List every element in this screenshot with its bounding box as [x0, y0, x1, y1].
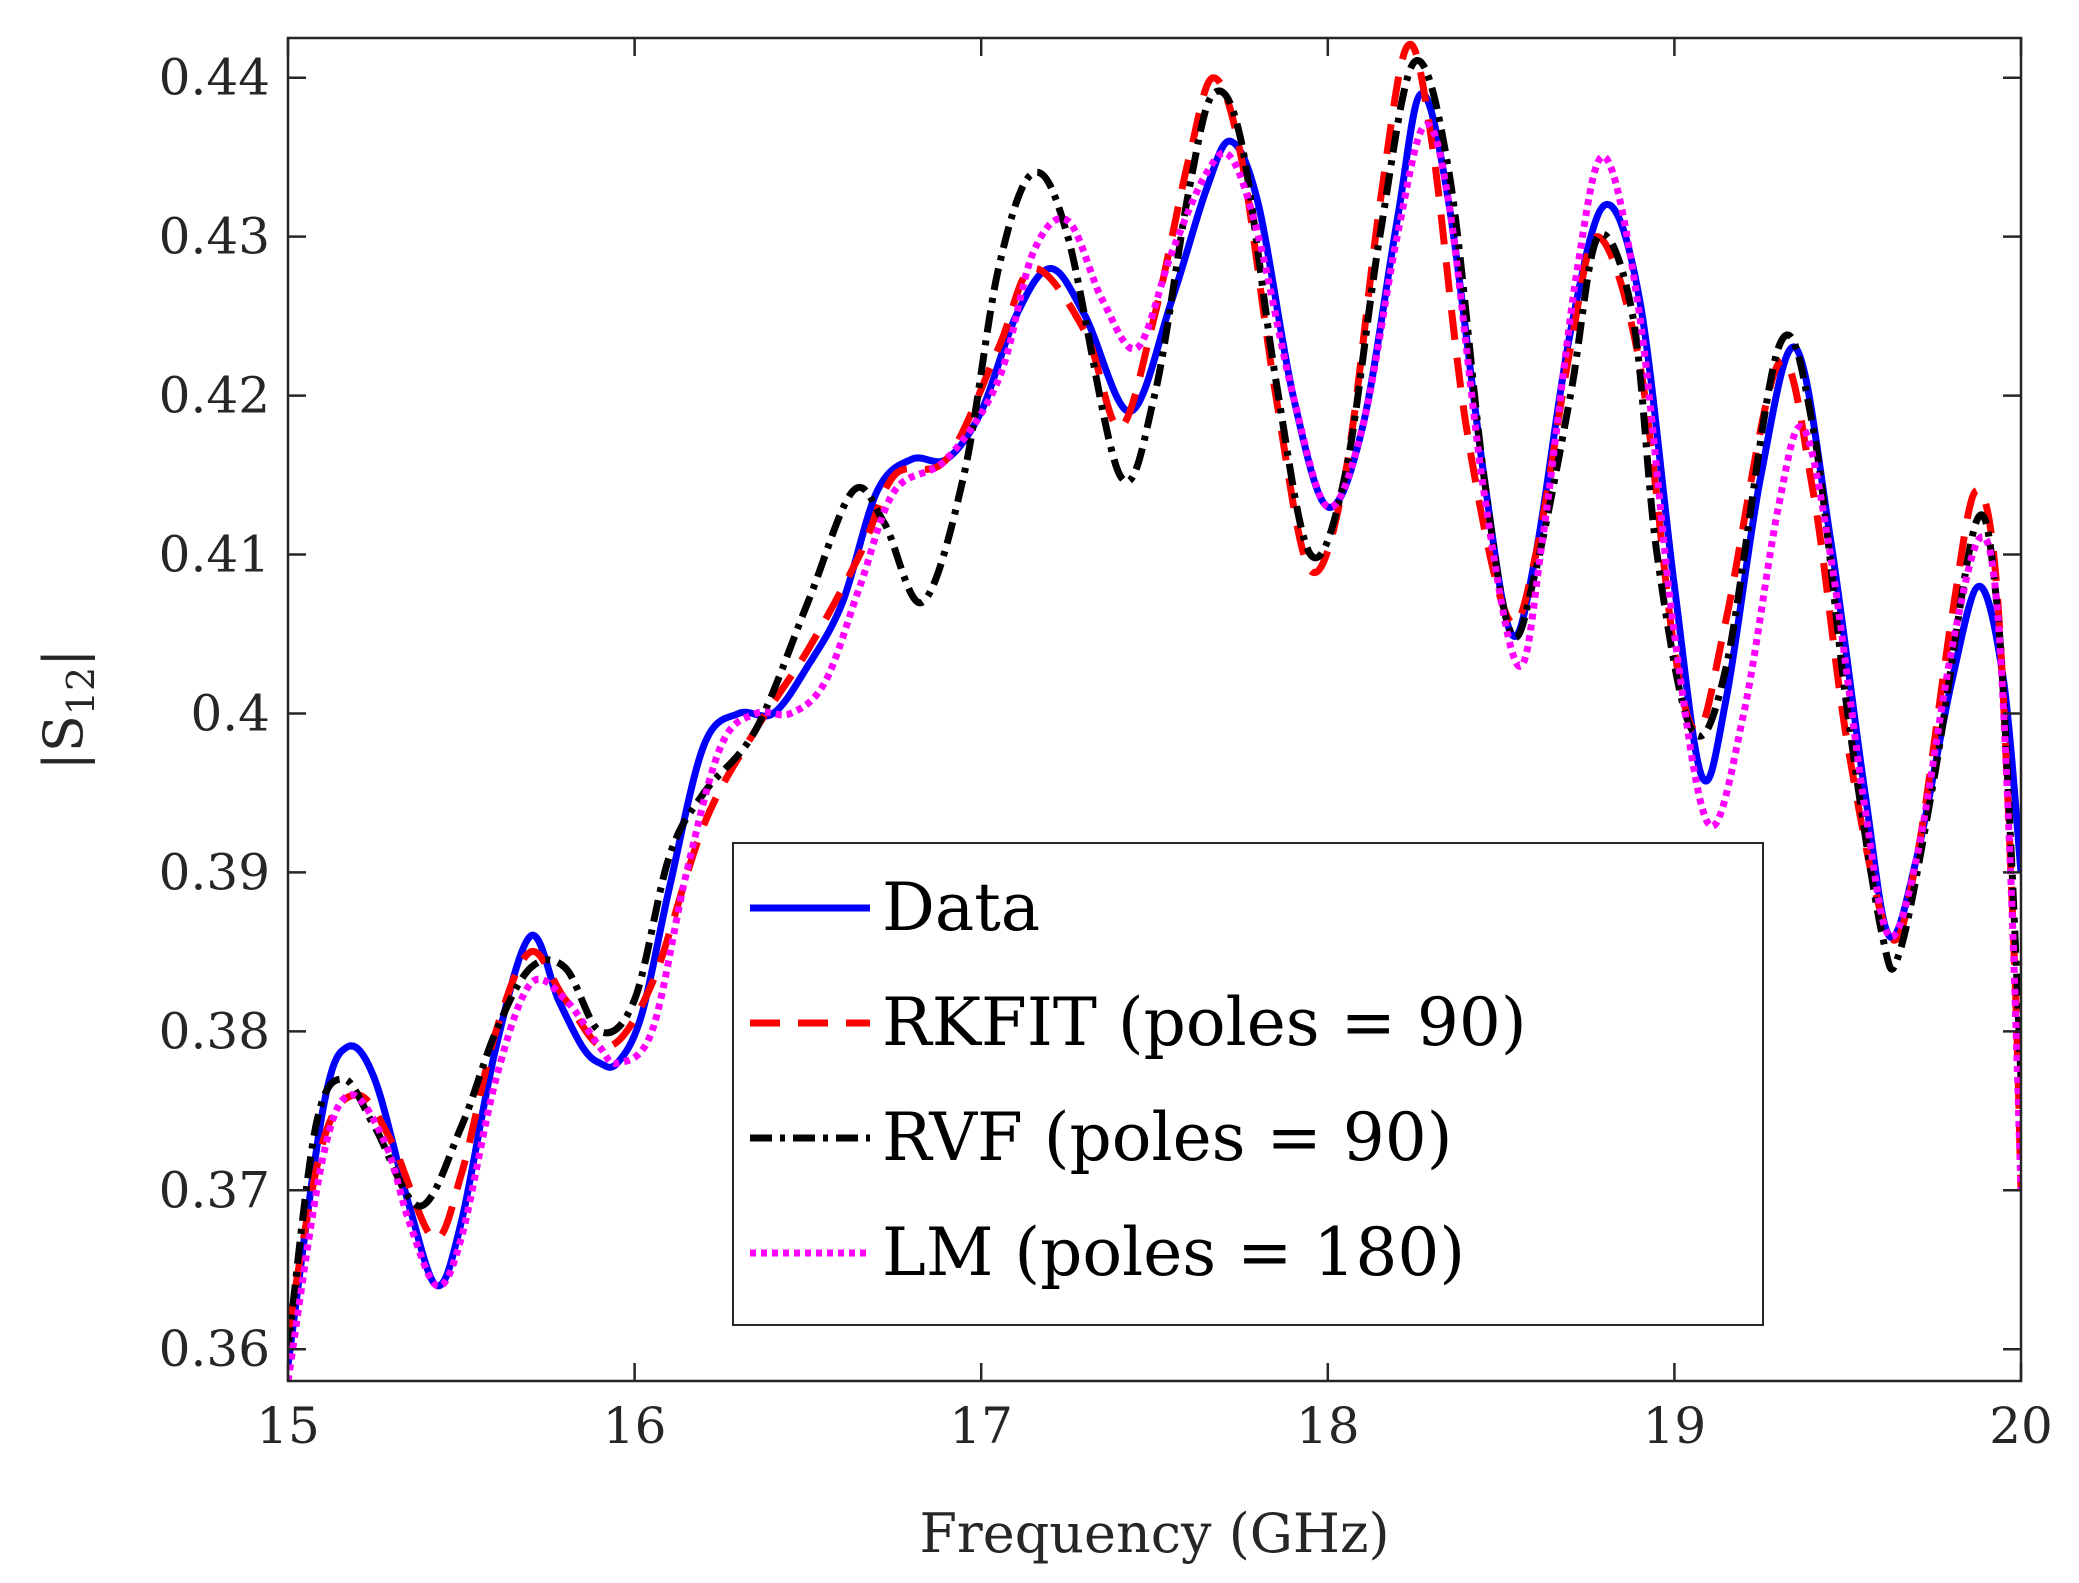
tick-layer: 15 16 17 18 19 20 0.36 0.37 0.38 0.39 0.4 0.41 0.42 0…: [159, 38, 2053, 1455]
y-axis-label: |S12|: [32, 649, 103, 771]
y-tick-label-0.41: 0.41: [159, 526, 270, 584]
y-axis-label-suffix: |: [32, 649, 95, 667]
legend-label-rkfit: RKFIT (poles = 90): [882, 984, 1527, 1061]
x-tick-label-19: 19: [1643, 1397, 1707, 1455]
legend: Data RKFIT (poles = 90) RVF (poles = 90)…: [732, 842, 1764, 1326]
x-axis-label: Frequency (GHz): [919, 1502, 1389, 1565]
y-tick-label-0.36: 0.36: [159, 1320, 270, 1378]
legend-label-lm: LM (poles = 180): [882, 1214, 1465, 1291]
series-line-rkfit: [288, 40, 2021, 1334]
y-tick-label-0.37: 0.37: [159, 1161, 270, 1219]
legend-label-data: Data: [882, 869, 1040, 946]
legend-label-rvf: RVF (poles = 90): [882, 1099, 1453, 1176]
y-tick-label-0.44: 0.44: [159, 49, 270, 107]
x-tick-label-16: 16: [603, 1397, 667, 1455]
y-axis-label-subscript: 12: [59, 667, 103, 715]
x-tick-label-17: 17: [949, 1397, 1013, 1455]
y-tick-label-0.4: 0.4: [190, 684, 270, 742]
plot-frame: [286, 36, 2023, 1383]
series-line-rvf: [288, 56, 2021, 1350]
series-line-lm: [288, 121, 2021, 1381]
x-tick-label-18: 18: [1296, 1397, 1360, 1455]
series-line-data: [288, 90, 2021, 1366]
y-tick-label-0.42: 0.42: [159, 367, 270, 425]
legend-box: [732, 842, 1764, 1326]
series-layer: [288, 40, 2021, 1381]
y-tick-label-0.43: 0.43: [159, 208, 270, 266]
y-tick-label-0.39: 0.39: [159, 843, 270, 901]
x-tick-label-20: 20: [1989, 1397, 2053, 1455]
y-axis-label-prefix: |S: [32, 715, 95, 770]
y-tick-label-0.38: 0.38: [159, 1002, 270, 1060]
x-tick-label-15: 15: [256, 1397, 320, 1455]
